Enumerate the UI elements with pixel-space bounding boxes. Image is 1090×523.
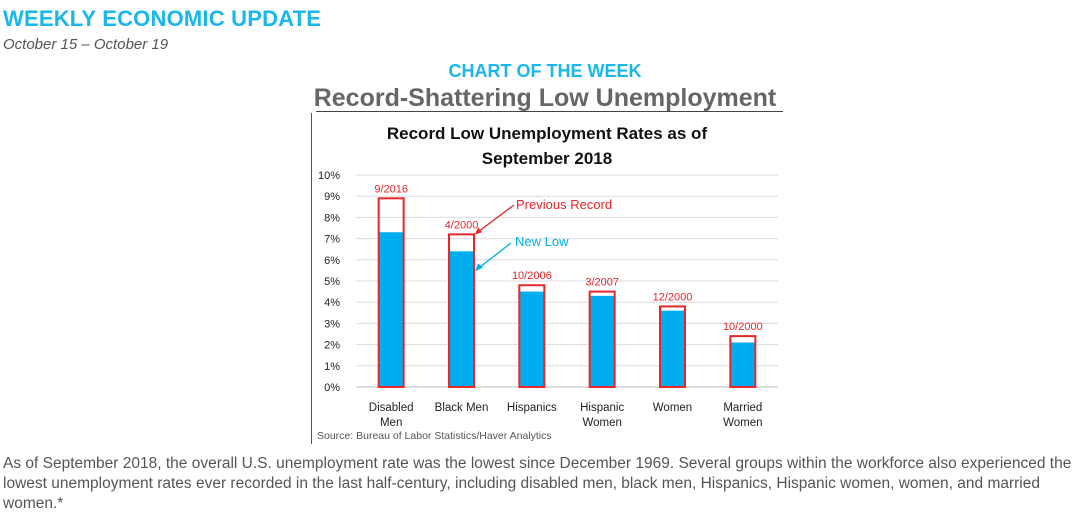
record-date-label: 3/2007 bbox=[585, 277, 619, 289]
page-title: WEEKLY ECONOMIC UPDATE bbox=[3, 6, 322, 31]
new-low-arrow bbox=[476, 242, 512, 270]
y-tick-label: 8% bbox=[324, 212, 340, 224]
bar-new-low bbox=[378, 232, 404, 387]
bar-new-low bbox=[589, 295, 615, 387]
x-tick-label: Hispanics bbox=[507, 402, 557, 414]
y-tick-label: 6% bbox=[324, 255, 340, 267]
bar-previous-record bbox=[377, 197, 405, 388]
bar-new-low bbox=[730, 342, 756, 387]
previous-record-arrowhead bbox=[475, 227, 482, 235]
x-tick-label: Men bbox=[380, 417, 402, 429]
bar-previous-record bbox=[588, 290, 616, 389]
chart-title-line-2: September 2018 bbox=[482, 149, 612, 168]
x-tick-label: Women bbox=[653, 402, 692, 414]
y-tick-label: 4% bbox=[324, 297, 340, 309]
record-date-label: 10/2000 bbox=[723, 321, 763, 333]
previous-record-arrow bbox=[475, 204, 515, 234]
bar-previous-record bbox=[729, 335, 757, 388]
bar-new-low bbox=[660, 310, 685, 387]
x-tick-label: Married bbox=[723, 402, 762, 414]
y-tick-label: 10% bbox=[318, 170, 340, 182]
date-range: October 15 – October 19 bbox=[3, 36, 169, 53]
headline-underline bbox=[316, 111, 783, 112]
record-date-label: 9/2016 bbox=[374, 183, 408, 195]
record-date-label: 12/2000 bbox=[653, 291, 693, 303]
chart-source: Source: Bureau of Labor Statistics/Haver… bbox=[317, 430, 552, 442]
bar-previous-record bbox=[518, 284, 546, 389]
y-tick-label: 5% bbox=[324, 276, 340, 288]
new-low-annotation: New Low bbox=[515, 234, 569, 249]
bar-new-low bbox=[519, 291, 545, 387]
bar-previous-record bbox=[448, 233, 475, 388]
x-tick-label: Women bbox=[723, 417, 762, 429]
x-tick-label: Women bbox=[582, 417, 621, 429]
x-tick-label: Hispanic bbox=[580, 402, 624, 414]
chart-panel: Record Low Unemployment Rates as of Sept… bbox=[311, 113, 783, 444]
previous-record-annotation: Previous Record bbox=[516, 197, 612, 212]
unemployment-bar-chart: Record Low Unemployment Rates as of Sept… bbox=[317, 124, 778, 442]
x-tick-label: Black Men bbox=[435, 402, 489, 414]
bar-previous-record bbox=[659, 305, 686, 388]
new-low-arrowhead bbox=[475, 263, 483, 272]
record-date-label: 10/2006 bbox=[512, 270, 552, 282]
y-tick-label: 1% bbox=[324, 361, 340, 373]
summary-paragraph: As of September 2018, the overall U.S. u… bbox=[3, 455, 1072, 512]
y-tick-label: 7% bbox=[324, 234, 340, 246]
y-tick-label: 3% bbox=[324, 318, 340, 330]
chart-title-line-1: Record Low Unemployment Rates as of bbox=[387, 124, 708, 143]
bar-new-low bbox=[449, 251, 474, 387]
record-date-label: 4/2000 bbox=[445, 219, 479, 231]
chart-headline: Record-Shattering Low Unemployment bbox=[313, 84, 777, 112]
x-tick-label: Disabled bbox=[369, 402, 414, 414]
section-label: CHART OF THE WEEK bbox=[448, 61, 642, 81]
y-tick-label: 2% bbox=[324, 340, 340, 352]
y-tick-label: 0% bbox=[324, 382, 340, 394]
y-tick-label: 9% bbox=[324, 191, 340, 203]
